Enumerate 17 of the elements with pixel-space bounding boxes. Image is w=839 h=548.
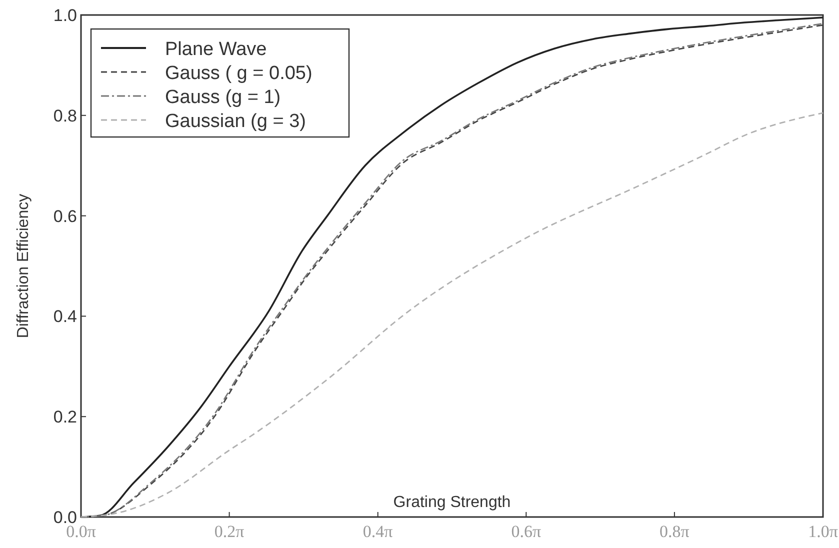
x-tick-label: 1.0π <box>808 522 838 541</box>
x-tick-label: 0.6π <box>511 522 542 541</box>
x-tick-label: 0.2π <box>214 522 245 541</box>
x-axis-title: Grating Strength <box>393 494 511 511</box>
y-tick-label: 0.4 <box>53 307 77 326</box>
y-tick-label: 0.8 <box>53 106 77 126</box>
y-tick-label: 0.2 <box>53 408 77 427</box>
y-tick-label: 0.6 <box>53 206 77 226</box>
x-tick-label: 0.4π <box>362 522 394 541</box>
y-axis-title: Diffraction Efficiency <box>15 194 32 338</box>
legend-label: Plane Wave <box>165 39 267 60</box>
legend-label: Gauss (g = 1) <box>165 87 281 108</box>
x-tick-label: 0.8π <box>660 522 690 541</box>
line-series <box>80 112 824 518</box>
legend-label: Gaussian (g = 3) <box>165 111 306 132</box>
y-tick-label: 1.0 <box>53 6 77 25</box>
legend-label: Gauss ( g = 0.05) <box>165 63 312 84</box>
